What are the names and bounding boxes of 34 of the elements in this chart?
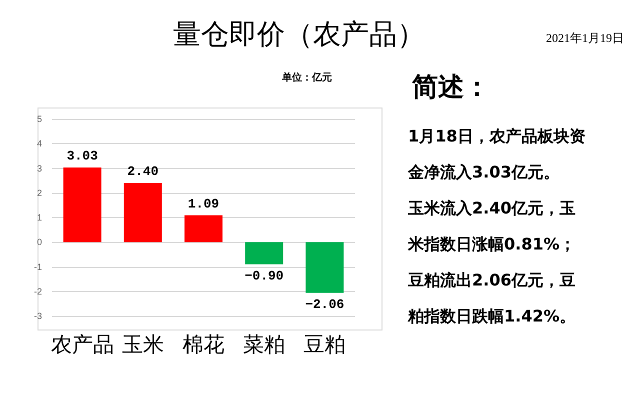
text: 1月18日，农产品板块资 bbox=[408, 126, 586, 146]
y-tick-label: -3 bbox=[34, 311, 42, 321]
text: 米指数日涨幅0.81%； bbox=[407, 234, 576, 254]
y-tick-label: 5 bbox=[36, 114, 42, 124]
y-tick-label: 0 bbox=[36, 237, 42, 248]
text: 金净流入3.03亿元。 bbox=[407, 162, 560, 182]
bar bbox=[306, 242, 344, 293]
bar bbox=[245, 242, 284, 264]
y-tick-label: 1 bbox=[36, 212, 42, 222]
x-tick-label: 棉花 bbox=[182, 332, 224, 356]
data-label: −0.90 bbox=[244, 268, 284, 284]
bar bbox=[63, 168, 102, 242]
text: 豆粕流出2.06亿元，豆 bbox=[407, 270, 576, 290]
data-label: 1.09 bbox=[188, 196, 220, 212]
y-axis-title: 单位：亿元 bbox=[281, 72, 332, 84]
y-tick-label: 3 bbox=[36, 163, 42, 174]
data-label: 2.40 bbox=[127, 164, 159, 180]
text: 玉米流入2.40亿元，玉 bbox=[407, 198, 576, 218]
y-tick-label: -1 bbox=[34, 262, 42, 272]
y-tick-label: -2 bbox=[34, 286, 42, 296]
data-label: −2.06 bbox=[305, 296, 344, 312]
y-tick-label: 4 bbox=[36, 138, 42, 149]
data-label: 3.03 bbox=[66, 148, 98, 164]
y-tick-label: 2 bbox=[36, 188, 42, 198]
x-tick-label: 豆粕 bbox=[304, 332, 346, 356]
text: 粕指数日跌幅1.42%。 bbox=[407, 306, 576, 326]
x-tick-label: 玉米 bbox=[122, 332, 164, 356]
x-tick-label: 菜粕 bbox=[243, 332, 286, 356]
x-tick-label: 农产品 bbox=[50, 332, 114, 356]
text: 2021年1月19日 bbox=[546, 31, 624, 45]
text: 简述： bbox=[411, 72, 490, 102]
chart-title: 量仓即价（农产品） bbox=[173, 20, 425, 50]
bar bbox=[124, 183, 162, 242]
bar bbox=[184, 215, 222, 242]
